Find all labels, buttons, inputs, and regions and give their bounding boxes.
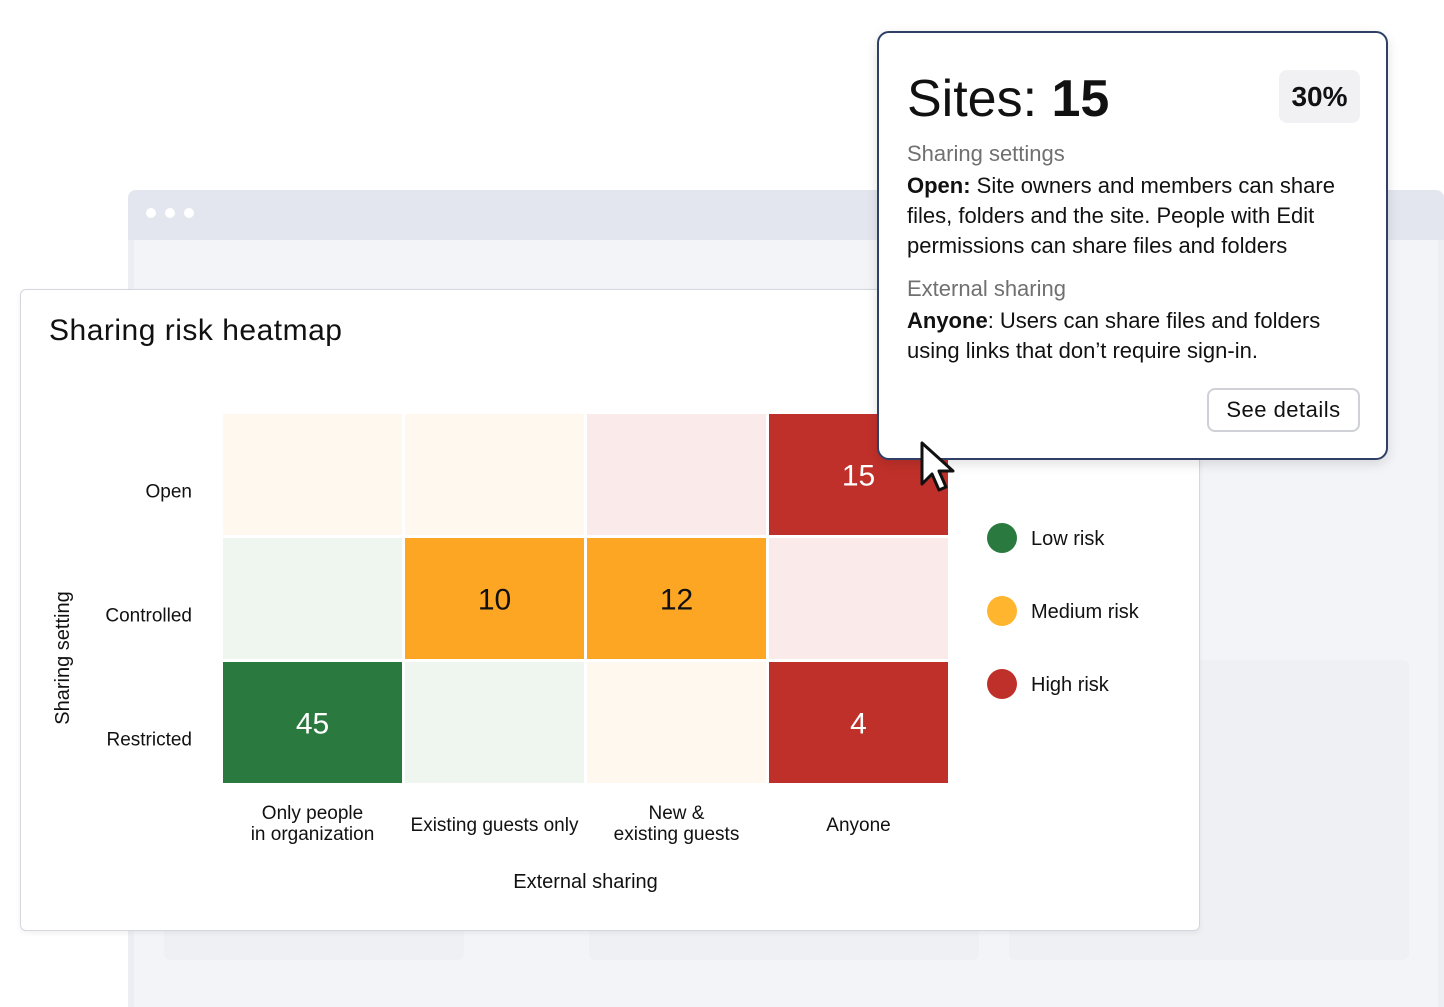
y-tick-label: Restricted [106, 730, 192, 751]
heatmap-cell [223, 414, 402, 535]
y-tick-label: Open [146, 482, 192, 503]
legend-swatch-icon [987, 669, 1017, 699]
cell-value-label: 15 [842, 460, 875, 493]
heatmap-cell [223, 538, 402, 659]
tooltip-heading: Sites: 15 [907, 69, 1109, 129]
x-tick-label: Only people in organization [251, 803, 375, 845]
tooltip-term: Open: [907, 173, 971, 198]
legend-label: High risk [1031, 674, 1110, 696]
cell-value-label: 45 [296, 708, 329, 741]
heatmap-cell [405, 414, 584, 535]
tooltip-term: Anyone [907, 308, 988, 333]
cell-tooltip: Sites: 15 30% Sharing settings Open: Sit… [877, 31, 1388, 460]
heatmap-cell [405, 662, 584, 783]
x-tick-label: Anyone [826, 815, 890, 836]
legend-swatch-icon [987, 596, 1017, 626]
y-tick-label: Controlled [105, 606, 192, 627]
tooltip-label: Sites: [907, 70, 1038, 128]
window-dot [165, 208, 175, 218]
heatmap-cell [587, 538, 766, 659]
cell-value-label: 4 [850, 708, 867, 741]
x-axis-title: External sharing [513, 871, 658, 893]
tooltip-description: Site owners and members can share files,… [907, 173, 1335, 258]
tooltip-section-text: Open: Site owners and members can share … [907, 171, 1367, 261]
heatmap-cell [405, 538, 584, 659]
x-tick-label: New & existing guests [614, 803, 740, 845]
y-axis-title: Sharing setting [52, 591, 74, 724]
card-title: Sharing risk heatmap [49, 314, 343, 347]
legend-swatch-icon [987, 523, 1017, 553]
tooltip-section-label: Sharing settings [907, 141, 1065, 166]
cell-value-label: 12 [660, 584, 693, 617]
tooltip-description: : Users can share files and folders usin… [907, 308, 1321, 363]
window-dot [184, 208, 194, 218]
mouse-pointer-icon [920, 441, 955, 492]
window-dot [146, 208, 156, 218]
heatmap-cell [769, 662, 948, 783]
tooltip-count: 15 [1051, 70, 1110, 128]
see-details-button[interactable]: See details [1207, 388, 1360, 432]
x-tick-label: Existing guests only [411, 815, 579, 836]
heatmap-cell [769, 538, 948, 659]
percent-badge: 30% [1279, 70, 1360, 123]
heatmap-chart: 15 Open 10 12 Controlled 45 4 Restricted Only pe… [52, 414, 1140, 893]
heatmap-cell [223, 662, 402, 783]
heatmap-cell [587, 414, 766, 535]
heatmap-cell [587, 662, 766, 783]
cell-value-label: 10 [478, 584, 511, 617]
legend-label: Low risk [1031, 528, 1105, 550]
tooltip-section-label: External sharing [907, 276, 1066, 301]
legend-label: Medium risk [1031, 601, 1140, 623]
tooltip-section-text: Anyone: Users can share files and folder… [907, 306, 1367, 366]
